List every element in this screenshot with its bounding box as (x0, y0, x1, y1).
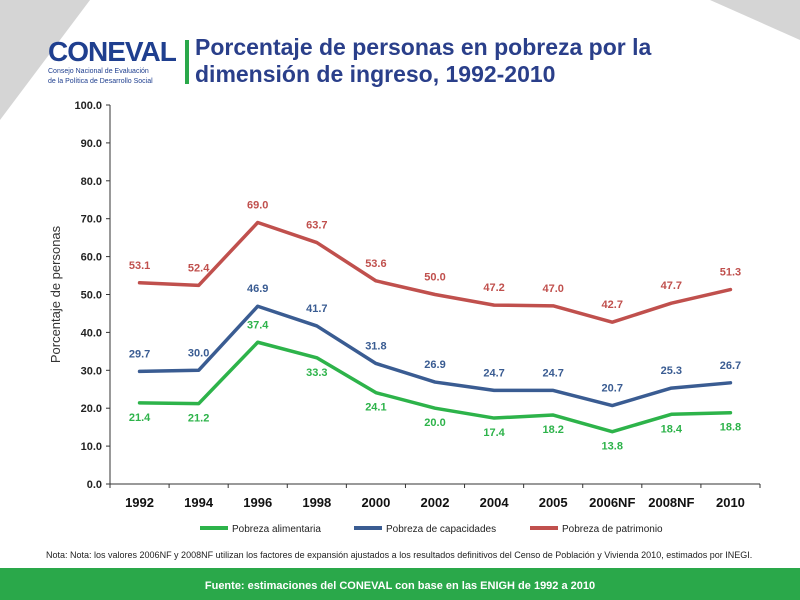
logo-subtitle-line1: Consejo Nacional de Evaluación (48, 68, 149, 75)
logo-wordmark: CONEVAL (48, 36, 177, 67)
y-tick-label: 60.0 (81, 252, 102, 264)
data-label: 21.4 (129, 412, 151, 424)
chart-title-line1: Porcentaje de personas en pobreza por la (195, 34, 652, 60)
data-label: 21.2 (188, 413, 209, 425)
x-tick-label: 1994 (184, 495, 214, 510)
x-tick-label: 2008NF (648, 495, 694, 510)
x-tick-label: 2000 (361, 495, 390, 510)
y-tick-label: 70.0 (81, 214, 102, 226)
x-tick-label: 2004 (480, 495, 510, 510)
x-tick-label: 2005 (539, 495, 568, 510)
data-label: 31.8 (365, 340, 386, 352)
data-label: 37.4 (247, 319, 269, 331)
footer-bar: Fuente: estimaciones del CONEVAL con bas… (0, 568, 800, 600)
data-label: 26.7 (720, 360, 741, 372)
data-label: 20.7 (602, 383, 623, 395)
y-tick-label: 20.0 (81, 403, 102, 415)
title-divider (185, 40, 189, 84)
data-label: 13.8 (602, 441, 623, 453)
coneval-logo: CONEVAL Consejo Nacional de Evaluación d… (48, 38, 178, 86)
y-tick-label: 50.0 (81, 290, 102, 302)
chart-title-line2: dimensión de ingreso, 1992-2010 (195, 61, 556, 87)
legend-label: Pobreza de capacidades (386, 524, 496, 535)
decor-corner-left (0, 0, 90, 120)
data-label: 18.4 (661, 423, 683, 435)
data-label: 24.1 (365, 402, 386, 414)
decor-corner-right (710, 0, 800, 40)
data-label: 69.0 (247, 199, 268, 211)
x-tick-label: 1998 (302, 495, 331, 510)
y-tick-label: 90.0 (81, 138, 102, 150)
y-tick-label: 0.0 (87, 479, 102, 491)
data-label: 18.8 (720, 422, 741, 434)
data-label: 30.0 (188, 347, 209, 359)
y-tick-label: 10.0 (81, 441, 102, 453)
x-tick-label: 1996 (243, 495, 272, 510)
x-tick-label: 2002 (421, 495, 450, 510)
x-tick-label: 2010 (716, 495, 745, 510)
data-label: 52.4 (188, 262, 210, 274)
footer-source: Fuente: estimaciones del CONEVAL con bas… (204, 580, 596, 592)
data-label: 47.7 (661, 280, 682, 292)
legend-label: Pobreza de patrimonio (562, 524, 663, 535)
data-label: 17.4 (483, 427, 505, 439)
data-label: 63.7 (306, 220, 327, 232)
data-label: 20.0 (424, 417, 445, 429)
data-label: 53.6 (365, 258, 386, 270)
data-label: 41.7 (306, 303, 327, 315)
data-label: 47.0 (542, 283, 563, 295)
y-tick-label: 100.0 (74, 100, 102, 112)
y-tick-label: 40.0 (81, 327, 102, 339)
logo-subtitle-line2: de la Política de Desarrollo Social (48, 78, 153, 85)
data-label: 24.7 (483, 367, 504, 379)
y-tick-label: 30.0 (81, 365, 102, 377)
x-tick-label: 2006NF (589, 495, 635, 510)
chart-title: Porcentaje de personas en pobreza por la… (195, 34, 755, 88)
data-label: 29.7 (129, 348, 150, 360)
data-label: 42.7 (602, 299, 623, 311)
data-label: 26.9 (424, 359, 445, 371)
data-label: 24.7 (542, 367, 563, 379)
data-label: 33.3 (306, 367, 327, 379)
data-label: 47.2 (483, 282, 504, 294)
legend-label: Pobreza alimentaria (232, 524, 321, 535)
series-line-1 (137, 304, 733, 408)
data-label: 51.3 (720, 267, 741, 279)
data-label: 25.3 (661, 365, 682, 377)
data-label: 50.0 (424, 272, 445, 284)
y-tick-label: 80.0 (81, 176, 102, 188)
data-label: 18.2 (542, 424, 563, 436)
footnote: Nota: Nota: los valores 2006NF y 2008NF … (46, 550, 753, 560)
x-tick-label: 1992 (125, 495, 154, 510)
data-label: 53.1 (129, 260, 150, 272)
data-label: 46.9 (247, 283, 268, 295)
y-axis-label: Porcentaje de personas (48, 225, 63, 363)
